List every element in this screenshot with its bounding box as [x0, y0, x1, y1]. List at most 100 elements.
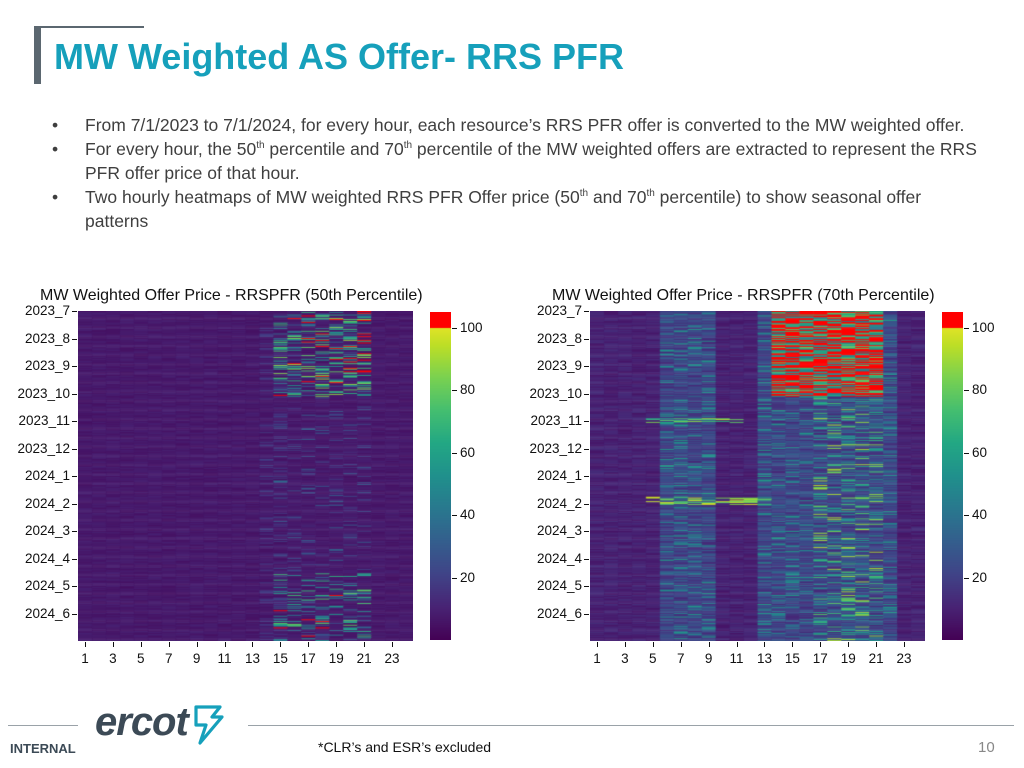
heatmap-canvas — [590, 311, 925, 641]
y-tick-label: 2023_7 — [536, 303, 582, 318]
colorbar — [942, 312, 963, 640]
y-tick-mark — [584, 338, 589, 340]
bullet-text: From 7/1/2023 to 7/1/2024, for every hou… — [85, 115, 965, 135]
x-tick-label: 1 — [593, 651, 601, 666]
x-tick-mark — [112, 642, 114, 647]
bullet-text: and 70 — [588, 187, 647, 207]
colorbar-tick-mark — [452, 577, 457, 579]
ordinal-suffix: th — [256, 140, 265, 152]
x-tick-mark — [336, 642, 338, 647]
ordinal-suffix: th — [403, 140, 413, 152]
y-tick-label: 2023_12 — [17, 440, 70, 456]
bullet-item: • Two hourly heatmaps of MW weighted RRS… — [52, 185, 982, 233]
x-tick-mark — [792, 642, 794, 647]
x-tick-mark — [308, 642, 310, 647]
y-tick-mark — [584, 476, 589, 477]
x-tick-label: 5 — [649, 651, 657, 666]
y-tick-label: 2023_8 — [24, 330, 70, 346]
y-tick-mark — [72, 393, 77, 395]
x-tick-label: 15 — [272, 651, 288, 666]
y-tick-label: 2024_3 — [536, 523, 582, 538]
x-tick-mark — [196, 642, 198, 647]
bullet-symbol: • — [52, 115, 59, 135]
x-tick-label: 9 — [192, 651, 201, 666]
x-tick-mark — [652, 642, 654, 647]
x-tick-mark — [392, 642, 394, 647]
x-tick-mark — [904, 642, 906, 647]
colorbar-tick-label: 80 — [972, 382, 988, 398]
y-tick-mark — [584, 586, 589, 587]
ercot-logo: ercot — [95, 700, 189, 744]
colorbar-tick-mark — [452, 327, 457, 329]
x-tick-mark — [680, 642, 682, 647]
x-tick-label: 19 — [328, 651, 344, 666]
x-tick-label: 9 — [704, 651, 713, 666]
x-tick-label: 1 — [81, 651, 89, 666]
x-tick-label: 21 — [868, 651, 884, 666]
page-title: MW Weighted AS Offer- RRS PFR — [54, 36, 624, 77]
colorbar-tick-mark — [964, 327, 969, 329]
x-tick-mark — [84, 642, 86, 647]
y-tick-mark — [584, 393, 589, 395]
x-tick-label: 17 — [812, 651, 828, 666]
x-tick-label: 11 — [729, 651, 744, 666]
y-tick-label: 2024_6 — [24, 605, 70, 621]
page-number: 10 — [978, 739, 995, 756]
x-tick-label: 23 — [384, 651, 400, 666]
x-tick-mark — [624, 642, 626, 647]
y-tick-label: 2024_3 — [24, 523, 70, 538]
x-tick-label: 5 — [137, 651, 145, 666]
colorbar-tick-label: 20 — [460, 569, 476, 585]
x-tick-mark — [596, 642, 598, 647]
bullet-symbol: • — [52, 139, 59, 159]
y-tick-mark — [584, 531, 589, 532]
x-tick-mark — [848, 642, 850, 647]
x-tick-mark — [820, 642, 822, 647]
x-tick-label: 23 — [896, 651, 912, 666]
bullet-list: • From 7/1/2023 to 7/1/2024, for every h… — [52, 113, 982, 233]
y-tick-mark — [72, 558, 77, 560]
y-tick-mark — [72, 448, 77, 450]
y-tick-label: 2024_1 — [536, 468, 582, 483]
y-tick-label: 2024_4 — [24, 550, 70, 566]
y-tick-label: 2024_4 — [536, 550, 582, 566]
y-tick-mark — [72, 503, 77, 505]
title-accent-line — [34, 26, 144, 28]
colorbar-tick-mark — [964, 515, 969, 517]
colorbar-tick-label: 60 — [460, 444, 476, 460]
y-tick-mark — [584, 558, 589, 560]
x-tick-label: 13 — [756, 651, 772, 666]
colorbar-tick-label: 20 — [972, 569, 988, 585]
y-tick-mark — [72, 366, 77, 367]
y-tick-mark — [72, 338, 77, 340]
heatmap-canvas — [78, 311, 413, 641]
colorbar-tick-mark — [452, 452, 457, 454]
x-tick-mark — [224, 642, 226, 647]
title-accent-bar — [34, 26, 41, 84]
bullet-item: • For every hour, the 50th percentile an… — [52, 137, 982, 185]
x-tick-label: 7 — [164, 651, 173, 666]
x-tick-mark — [764, 642, 766, 647]
bullet-text: For every hour, the 50 — [85, 139, 257, 159]
y-tick-mark — [72, 421, 77, 422]
y-tick-mark — [584, 421, 589, 422]
y-tick-label: 2023_8 — [536, 330, 582, 346]
x-tick-mark — [876, 642, 878, 647]
y-tick-label: 2024_2 — [24, 495, 70, 511]
y-tick-label: 2023_11 — [18, 413, 70, 428]
colorbar-tick-label: 40 — [972, 507, 988, 523]
y-tick-mark — [72, 586, 77, 587]
colorbar-tick-label: 100 — [972, 319, 995, 335]
chart-title: MW Weighted Offer Price - RRSPFR (50th P… — [40, 287, 423, 304]
y-tick-label: 2024_2 — [536, 495, 582, 511]
colorbar-tick-mark — [964, 390, 969, 392]
y-tick-mark — [584, 503, 589, 505]
x-tick-label: 19 — [840, 651, 856, 666]
ordinal-suffix: th — [646, 188, 655, 200]
bullet-text: percentile) to show seasonal offer patte… — [85, 187, 922, 231]
x-tick-mark — [280, 642, 282, 647]
bullet-text: percentile and 70 — [264, 139, 404, 159]
footer-rule-left — [8, 725, 78, 726]
y-tick-label: 2023_11 — [530, 413, 582, 428]
x-tick-mark — [736, 642, 738, 647]
